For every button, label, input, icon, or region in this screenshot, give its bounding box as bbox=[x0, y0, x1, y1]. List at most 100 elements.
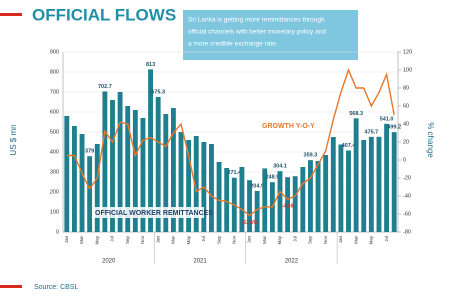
x-tick-label: Jan bbox=[247, 236, 252, 244]
bar bbox=[178, 132, 184, 232]
source: Source: CBSL bbox=[34, 284, 78, 291]
y-tick-label: 100 bbox=[50, 209, 59, 215]
x-tick-label: Nov bbox=[323, 235, 328, 244]
y-tick-label: 500 bbox=[50, 129, 59, 135]
growth-line bbox=[66, 68, 395, 217]
bar-value-label: 248.9 bbox=[265, 175, 279, 181]
y2-tick-label: -60 bbox=[403, 211, 411, 217]
bar bbox=[285, 177, 291, 232]
bar-value-label: 359.3 bbox=[304, 153, 318, 159]
x-tick-label: Jan bbox=[338, 236, 343, 244]
bar bbox=[79, 134, 85, 232]
bar bbox=[193, 136, 199, 232]
callout-text: a more credible exchange rate. bbox=[188, 41, 278, 48]
y2-tick-label: 40 bbox=[403, 121, 409, 127]
y2-tick-label: -20 bbox=[403, 175, 411, 181]
y2-tick-label: 0 bbox=[403, 157, 406, 163]
bar bbox=[330, 137, 336, 232]
bar bbox=[346, 150, 351, 232]
bar-value-label: 568.3 bbox=[349, 111, 363, 117]
bar bbox=[384, 123, 390, 232]
x-tick-label: Jul bbox=[110, 236, 115, 242]
bar bbox=[125, 106, 131, 232]
bar bbox=[209, 144, 214, 232]
y2-tick-label: 100 bbox=[403, 67, 412, 73]
y2-axis-label: % change bbox=[426, 122, 435, 158]
x-tick-label: Nov bbox=[231, 235, 236, 244]
bar bbox=[110, 100, 115, 232]
y-tick-label: 200 bbox=[50, 189, 59, 195]
y2-tick-label: 120 bbox=[403, 49, 412, 55]
y2-tick-label: 60 bbox=[403, 103, 409, 109]
bar-value-label: 702.7 bbox=[98, 84, 112, 90]
x-tick-label: Mar bbox=[262, 235, 267, 243]
bar-value-label: 204.9 bbox=[250, 183, 264, 189]
bar-value-label: 407.4 bbox=[342, 143, 357, 149]
y2-tick-label: -80 bbox=[403, 229, 411, 235]
bar bbox=[315, 161, 321, 232]
y-tick-label: 900 bbox=[50, 49, 59, 55]
y-tick-label: 0 bbox=[56, 229, 59, 235]
x-tick-label: Sep bbox=[308, 236, 313, 245]
y2-tick-label: -40 bbox=[403, 193, 411, 199]
line-value-label: -43.6 bbox=[282, 204, 294, 210]
bar bbox=[224, 168, 230, 232]
y-tick-label: 300 bbox=[50, 169, 59, 175]
bar bbox=[64, 116, 70, 232]
x-tick-label: Jul bbox=[201, 236, 206, 242]
x-tick-label: Jan bbox=[64, 236, 69, 244]
bar bbox=[117, 92, 123, 232]
source-accent bbox=[0, 285, 22, 288]
bar bbox=[163, 114, 169, 232]
title-accent bbox=[0, 13, 22, 16]
bar-value-label: 499.2 bbox=[387, 125, 401, 131]
line-value-label: -61.6% bbox=[242, 220, 258, 226]
bar bbox=[102, 91, 108, 233]
x-tick-label: Jul bbox=[384, 236, 389, 242]
bar bbox=[292, 176, 298, 232]
bar bbox=[368, 136, 374, 232]
year-label: 2022 bbox=[285, 259, 299, 265]
bar bbox=[140, 118, 146, 232]
x-tick-label: Nov bbox=[140, 235, 145, 244]
y2-tick-label: 20 bbox=[403, 139, 409, 145]
bar bbox=[323, 155, 329, 232]
bar bbox=[71, 126, 77, 232]
x-tick-label: May bbox=[277, 235, 282, 244]
bar bbox=[186, 140, 192, 232]
bar-value-label: 475.7 bbox=[364, 129, 378, 135]
bar bbox=[376, 136, 382, 232]
callout-text: Sri Lanka is getting more remmittances t… bbox=[188, 17, 325, 24]
bar-value-label: 271.4 bbox=[227, 170, 242, 176]
bar bbox=[277, 171, 283, 232]
bar-value-label: 304.1 bbox=[273, 164, 287, 170]
y-axis-label: US $ mn bbox=[9, 124, 18, 155]
bar bbox=[338, 144, 344, 232]
x-tick-label: Jan bbox=[155, 236, 160, 244]
bar bbox=[247, 180, 252, 232]
bar bbox=[132, 110, 138, 232]
callout-text: official channels with better monetary p… bbox=[188, 29, 326, 36]
x-tick-label: Jul bbox=[292, 236, 297, 242]
bar bbox=[239, 167, 245, 232]
x-tick-label: Mar bbox=[79, 235, 84, 243]
x-tick-label: May bbox=[186, 235, 191, 244]
legend-label: GROWTH Y-O-Y bbox=[262, 123, 315, 130]
x-tick-label: Sep bbox=[216, 236, 221, 245]
bar-value-label: 541.0 bbox=[380, 116, 394, 122]
chart-title: OFFICIAL FLOWS bbox=[32, 5, 176, 24]
bar bbox=[353, 118, 359, 232]
bar-value-label: 379 bbox=[85, 149, 94, 155]
bar bbox=[87, 156, 93, 232]
bar bbox=[361, 140, 367, 232]
bar bbox=[155, 96, 161, 232]
bar-value-label: 813 bbox=[146, 62, 155, 68]
bar bbox=[308, 160, 313, 232]
year-label: 2021 bbox=[193, 259, 207, 265]
year-label: 2020 bbox=[102, 259, 116, 265]
bar bbox=[254, 191, 260, 232]
y-tick-label: 800 bbox=[50, 69, 59, 75]
bar bbox=[262, 168, 268, 232]
bar bbox=[216, 162, 222, 232]
